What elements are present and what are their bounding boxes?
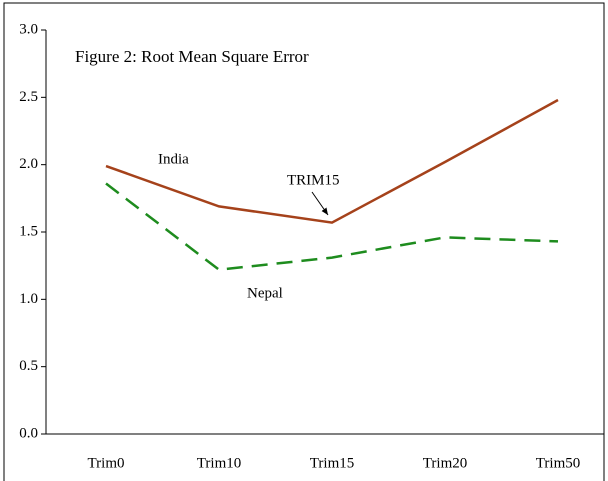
frame	[3, 2, 605, 481]
x-tick-label: Trim15	[310, 455, 354, 471]
series-label: Nepal	[247, 285, 283, 301]
annotation-arrow	[311, 191, 329, 216]
y-tick-label: 3.0	[19, 21, 38, 37]
y-tick-label: 2.5	[19, 89, 38, 105]
annotation: TRIM15	[287, 172, 340, 188]
x-tick-label: Trim10	[197, 455, 241, 471]
y-tick-label: 0.5	[19, 358, 38, 374]
series-line	[105, 182, 559, 272]
y-tick-label: 2.0	[19, 156, 38, 172]
y-tick-label: 1.0	[19, 291, 38, 307]
y-tick-label: 0.0	[19, 425, 38, 441]
series-label: India	[158, 151, 189, 167]
y-tick-label: 1.5	[19, 223, 38, 239]
x-tick-label: Trim0	[88, 455, 125, 471]
chart-title: Figure 2: Root Mean Square Error	[75, 47, 309, 66]
x-tick-label: Trim50	[536, 455, 580, 471]
series-line	[105, 98, 559, 224]
x-tick-label: Trim20	[423, 455, 467, 471]
